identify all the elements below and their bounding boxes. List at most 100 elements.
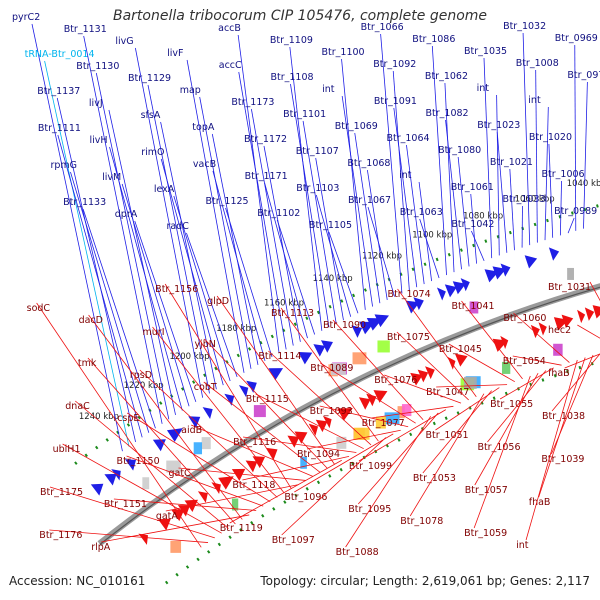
reverse-gene-label: ubiH1 (53, 444, 81, 455)
reverse-leader-line (75, 400, 229, 529)
reverse-gene-label: Btr_1051 (426, 430, 469, 441)
forward-leader-line (567, 217, 575, 234)
forward-leader-line (199, 96, 252, 369)
feature-block (170, 540, 182, 553)
feature-block (336, 436, 347, 449)
forward-leader-line (121, 183, 190, 407)
forward-gene-label: Btr_1033 (502, 194, 545, 205)
reverse-leader-line (564, 353, 600, 369)
reverse-leader-line (577, 324, 600, 339)
reverse-gene-label: Btr_1076 (374, 375, 417, 386)
reverse-leader-line (320, 362, 416, 424)
reverse-gene-label: yjbN (194, 339, 215, 350)
forward-leader-line (238, 71, 287, 350)
forward-leader-line (341, 58, 366, 310)
forward-leader-line (108, 109, 176, 416)
genome-backbone (97, 283, 600, 546)
forward-gene-arrow (111, 469, 121, 481)
forward-gene-label: rimO (141, 147, 164, 158)
reverse-leader-line (203, 381, 321, 473)
forward-leader-line (535, 69, 538, 243)
feature-block (193, 442, 203, 455)
reverse-gene-label: Btr_1176 (39, 530, 82, 541)
reverse-gene-arrow (584, 307, 595, 321)
forward-leader-line (471, 230, 485, 262)
forward-leader-line (83, 35, 163, 424)
reverse-gene-arrow (315, 419, 328, 433)
reverse-gene-arrow (171, 508, 185, 522)
forward-leader-line (315, 194, 352, 317)
reverse-gene-label: fhaB (548, 368, 570, 379)
forward-leader-line (496, 131, 508, 253)
forward-leader-line (276, 219, 316, 335)
forward-leader-line (109, 146, 183, 411)
forward-leader-line (544, 106, 549, 241)
forward-gene-label: Btr_1171 (245, 171, 288, 182)
reverse-leader-line (319, 405, 409, 428)
forward-gene-label: Btr_1064 (386, 133, 429, 144)
reverse-gene-label: Btr_1175 (40, 487, 83, 498)
forward-gene-label: Btr_0970b (567, 70, 600, 81)
reverse-leader-line (513, 312, 570, 363)
reverse-gene-arrow (138, 533, 149, 545)
forward-leader-line (444, 82, 455, 273)
reverse-leader-line (88, 314, 243, 520)
ruler-label: 1240 kbp (79, 412, 119, 422)
forward-gene-label: sfsA (141, 110, 161, 121)
forward-gene-label: Btr_1035 (464, 46, 507, 57)
reverse-leader-line (461, 300, 523, 380)
forward-leader-line (225, 207, 273, 358)
reverse-leader-line (190, 424, 314, 477)
forward-leader-line (366, 169, 388, 300)
reverse-leader-line (332, 319, 424, 421)
reverse-gene-label: rpsD (130, 370, 152, 381)
feature-block (142, 477, 150, 490)
forward-gene-label: Btr_1131 (64, 24, 107, 35)
feature-block (469, 301, 479, 314)
forward-gene-arrow (320, 340, 333, 353)
forward-gene-label: int (399, 170, 412, 181)
reverse-gene-label: Btr_1075 (387, 332, 430, 343)
forward-gene-label: Btr_1105 (309, 220, 352, 231)
reverse-gene-arrow (530, 324, 540, 339)
reverse-gene-arrow (218, 476, 234, 490)
reverse-gene-arrow (197, 491, 208, 503)
forward-leader-line (160, 121, 217, 390)
forward-leader-line (315, 157, 344, 321)
accession-label: Accession: NC_010161 (9, 574, 146, 588)
feature-block (375, 416, 386, 429)
forward-gene-label: Btr_1101 (283, 109, 326, 120)
reverse-leader-line (306, 429, 401, 450)
forward-gene-label: Btr_1062 (425, 71, 468, 82)
forward-gene-label: Btr_0969 (555, 33, 598, 44)
forward-gene-label: Btr_1137 (37, 86, 80, 97)
reverse-gene-label: Btr_1059 (464, 528, 507, 539)
forward-gene-label: Btr_1063 (400, 207, 443, 218)
forward-gene-label: accB (218, 23, 241, 34)
reverse-leader-line (113, 498, 257, 511)
reverse-leader-line (281, 437, 387, 536)
reverse-leader-line (409, 393, 485, 517)
forward-gene-label: Btr_1020 (529, 132, 572, 143)
reverse-leader-line (512, 355, 562, 366)
reverse-gene-label: hec2 (548, 325, 571, 336)
forward-leader-line (134, 220, 197, 403)
reverse-gene-label: Btr_1038 (542, 411, 585, 422)
reverse-gene-label: Btr_1089 (310, 363, 353, 374)
reverse-gene-arrow (454, 353, 468, 367)
feature-block (353, 427, 370, 440)
forward-gene-label: topA (192, 122, 215, 133)
reverse-gene-label: Btr_1060 (503, 313, 546, 324)
reverse-leader-line (396, 331, 469, 401)
forward-leader-line (95, 72, 170, 420)
forward-leader-line (250, 108, 294, 346)
forward-leader-line (354, 132, 381, 304)
genome-backbone-edge (99, 286, 600, 545)
reverse-leader-line (152, 326, 285, 494)
forward-gene-label: Btr_1066 (361, 22, 404, 33)
forward-gene-arrow (238, 385, 249, 398)
reverse-gene-arrow (252, 456, 266, 469)
feature-block (352, 352, 367, 365)
reverse-gene-arrow (561, 314, 574, 328)
